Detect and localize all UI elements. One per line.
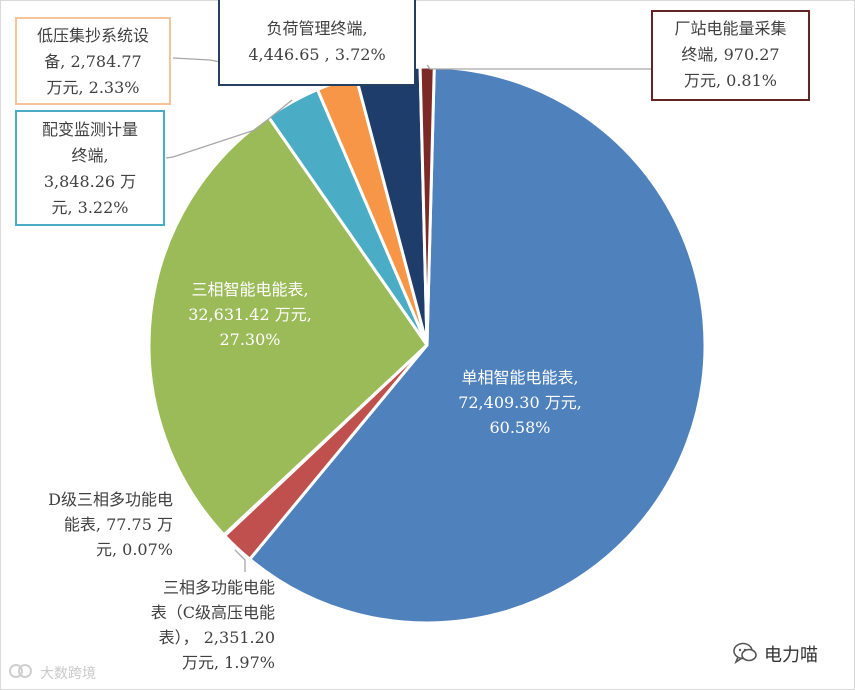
callout-substation: 厂站电能量采集 终端, 970.27 万元, 0.81% bbox=[651, 10, 810, 101]
slice-three-phase-smart bbox=[147, 115, 429, 537]
callout-distribution: 配变监测计量 终端, 3,848.26 万 元, 3.22% bbox=[15, 110, 165, 226]
callout-low-voltage: 低压集抄系统设 备, 2,784.77 万元, 2.33% bbox=[15, 17, 171, 105]
leader-line-c-class bbox=[234, 549, 246, 572]
leader-line-distribution bbox=[165, 99, 293, 159]
callout-load-management: 负荷管理终端, 4,446.65 , 3.72% bbox=[218, 0, 416, 86]
slice-single-phase bbox=[248, 65, 707, 625]
watermark-text: 大数跨境 bbox=[40, 666, 96, 682]
brand-name: 电力喵 bbox=[764, 645, 818, 666]
leader-line-substation bbox=[426, 64, 651, 70]
data-label-single-phase: 单相智能电能表, 72,409.30 万元, 60.58% bbox=[458, 368, 582, 437]
data-label-c-class: 三相多功能电能 表（C级高压电能 表）， 2,351.20 万元, 1.97% bbox=[150, 578, 275, 672]
slice-substation bbox=[418, 65, 436, 347]
data-label-three-phase-smart: 三相智能电能表, 32,631.42 万元, 27.30% bbox=[188, 280, 312, 349]
data-label-d-class: D级三相多功能电 能表, 77.75 万 元, 0.07% bbox=[48, 490, 173, 559]
